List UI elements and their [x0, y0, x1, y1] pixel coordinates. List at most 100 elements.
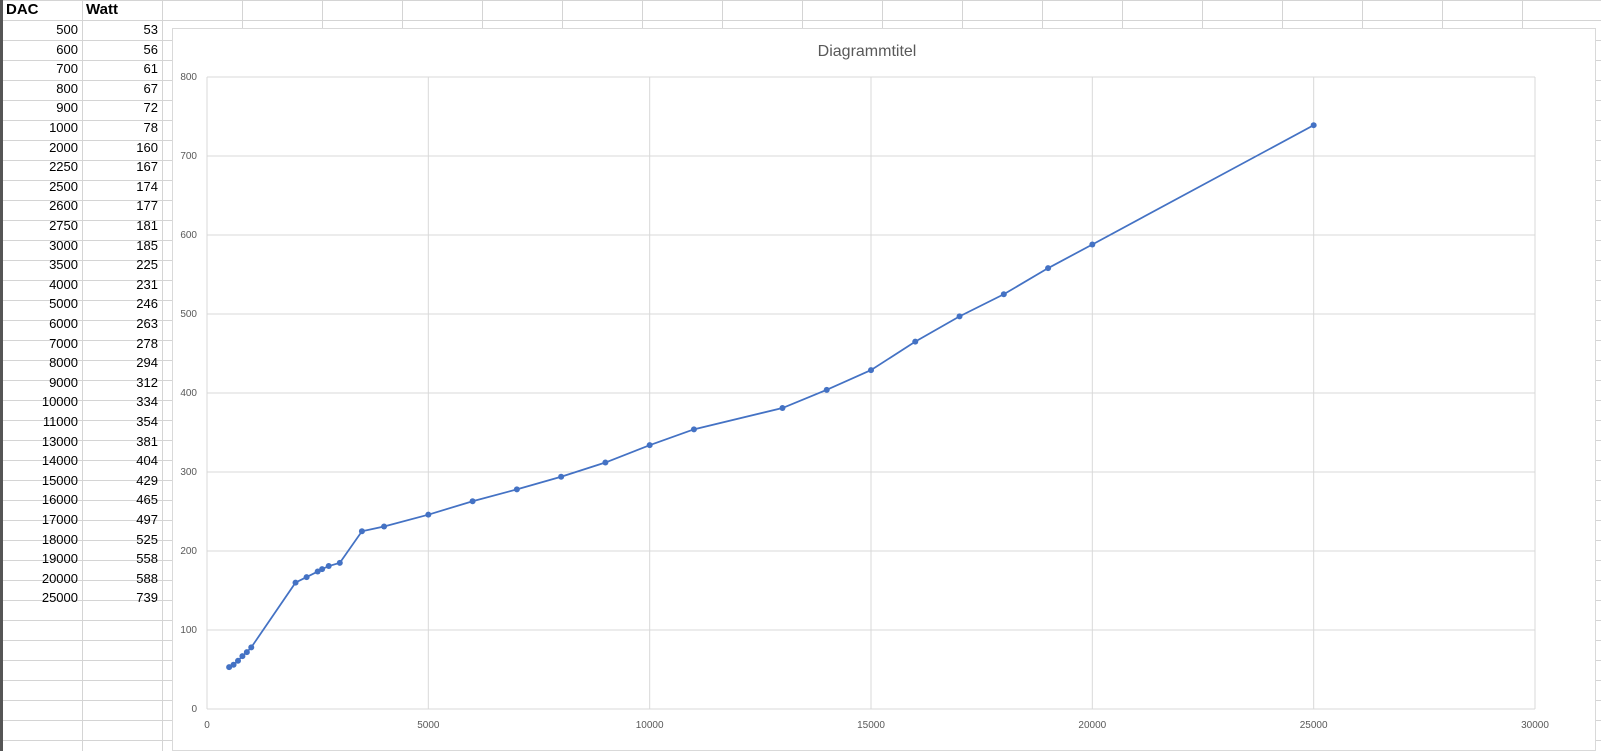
cell-watt[interactable]: 525	[136, 531, 158, 547]
cell-dac[interactable]: 7000	[49, 335, 78, 351]
data-point[interactable]	[230, 661, 237, 668]
data-point[interactable]	[358, 528, 365, 535]
data-point[interactable]	[319, 566, 326, 573]
data-point[interactable]	[292, 579, 299, 586]
data-point[interactable]	[425, 511, 432, 518]
cell-watt[interactable]: 558	[136, 551, 158, 567]
cell-dac[interactable]: 700	[56, 61, 78, 77]
data-point[interactable]	[823, 386, 830, 393]
cell-watt[interactable]: 231	[136, 276, 158, 292]
data-point[interactable]	[314, 568, 321, 575]
cell-dac[interactable]: 800	[56, 80, 78, 96]
chart-area[interactable]: Diagrammtitel 0 100 200 300 400 500 600 700 800 0…	[172, 28, 1596, 751]
cell-dac[interactable]: 18000	[41, 531, 78, 547]
data-point[interactable]	[226, 664, 233, 671]
cell-watt[interactable]: 246	[136, 296, 158, 312]
data-point[interactable]	[1000, 291, 1007, 298]
cell-watt[interactable]: 497	[136, 512, 158, 527]
cell-dac[interactable]: 1000	[49, 120, 78, 135]
cell-watt[interactable]: 278	[136, 335, 158, 351]
cell-watt[interactable]: 429	[136, 472, 158, 488]
cell-dac[interactable]: 16000	[41, 492, 78, 508]
cell-dac[interactable]: 11000	[42, 414, 78, 429]
cell-watt[interactable]: 61	[143, 61, 158, 77]
cell-watt[interactable]: 354	[136, 414, 158, 429]
cell-watt[interactable]: 181	[136, 218, 158, 233]
cell-watt[interactable]: 588	[136, 570, 158, 586]
cell-dac[interactable]: 14000	[41, 453, 78, 469]
cell-dac[interactable]: 2500	[49, 178, 78, 194]
data-point[interactable]	[469, 498, 476, 505]
x-tick-label: 20000	[1078, 720, 1106, 731]
cell-dac[interactable]: 15000	[41, 472, 78, 488]
cell-dac[interactable]: 600	[56, 41, 78, 57]
cell-watt[interactable]: 263	[136, 316, 158, 331]
cell-dac[interactable]: 6000	[49, 316, 78, 331]
data-point[interactable]	[1310, 122, 1317, 129]
cell-watt[interactable]: 404	[136, 453, 158, 469]
cell-watt[interactable]: 53	[143, 22, 158, 37]
cell-watt[interactable]: 177	[136, 198, 158, 214]
cell-watt[interactable]: 185	[136, 237, 158, 253]
cell-dac[interactable]: 10000	[41, 394, 78, 410]
data-point[interactable]	[381, 523, 388, 530]
x-tick-label: 15000	[857, 720, 885, 731]
cell-watt[interactable]: 739	[136, 590, 158, 606]
cell-dac[interactable]: 2750	[49, 218, 78, 233]
data-point[interactable]	[1045, 265, 1052, 272]
cell-dac[interactable]: 25000	[41, 590, 78, 606]
data-point[interactable]	[956, 313, 963, 320]
cell-watt[interactable]: 294	[136, 355, 158, 371]
cell-watt[interactable]: 72	[143, 100, 158, 116]
cell-dac[interactable]: 2000	[49, 139, 78, 155]
cell-dac[interactable]: 17000	[41, 512, 78, 527]
cell-dac[interactable]: 4000	[49, 276, 78, 292]
cell-watt[interactable]: 225	[136, 257, 158, 273]
cell-dac[interactable]: 500	[56, 22, 78, 37]
cell-watt[interactable]: 67	[143, 80, 158, 96]
cell-watt[interactable]: 465	[136, 492, 158, 508]
row-header-edge	[0, 0, 3, 751]
data-point[interactable]	[558, 473, 565, 480]
cell-watt[interactable]: 160	[136, 139, 158, 155]
cell-dac[interactable]: 3500	[49, 257, 78, 273]
header-cell-watt[interactable]: Watt	[86, 1, 118, 18]
data-point[interactable]	[779, 405, 786, 412]
data-point[interactable]	[325, 563, 332, 570]
cell-dac[interactable]: 2600	[49, 198, 78, 214]
data-point[interactable]	[1089, 241, 1096, 248]
cell-dac[interactable]: 8000	[49, 355, 78, 371]
header-cell-dac[interactable]: DAC	[6, 1, 39, 18]
data-point[interactable]	[239, 653, 246, 660]
cell-dac[interactable]: 13000	[41, 433, 78, 449]
cell-dac[interactable]: 9000	[49, 374, 78, 390]
cell-dac[interactable]: 5000	[49, 296, 78, 312]
cell-dac[interactable]: 900	[56, 100, 78, 116]
y-tick-label: 300	[180, 467, 197, 478]
cell-watt[interactable]: 334	[136, 394, 158, 410]
cell-dac[interactable]: 20000	[41, 570, 78, 586]
cell-watt[interactable]: 78	[143, 120, 158, 135]
data-point[interactable]	[243, 649, 250, 656]
y-tick-label: 800	[180, 72, 197, 83]
data-point[interactable]	[234, 657, 241, 664]
x-tick-label: 10000	[636, 720, 664, 731]
cell-dac[interactable]: 3000	[49, 237, 78, 253]
chart-title[interactable]: Diagrammtitel	[818, 43, 917, 60]
data-point[interactable]	[912, 338, 919, 345]
data-point[interactable]	[513, 486, 520, 493]
cell-watt[interactable]: 56	[143, 41, 158, 57]
data-point[interactable]	[303, 574, 310, 581]
cell-dac[interactable]: 19000	[41, 551, 78, 567]
data-point[interactable]	[690, 426, 697, 433]
cell-watt[interactable]: 167	[136, 159, 158, 175]
cell-watt[interactable]: 312	[136, 374, 158, 390]
cell-watt[interactable]: 174	[136, 178, 158, 194]
data-point[interactable]	[646, 442, 653, 449]
cell-watt[interactable]: 381	[136, 433, 158, 449]
data-point[interactable]	[336, 559, 343, 566]
cell-dac[interactable]: 2250	[49, 159, 78, 175]
data-point[interactable]	[868, 367, 874, 374]
data-point[interactable]	[602, 459, 609, 466]
data-point[interactable]	[248, 644, 255, 651]
